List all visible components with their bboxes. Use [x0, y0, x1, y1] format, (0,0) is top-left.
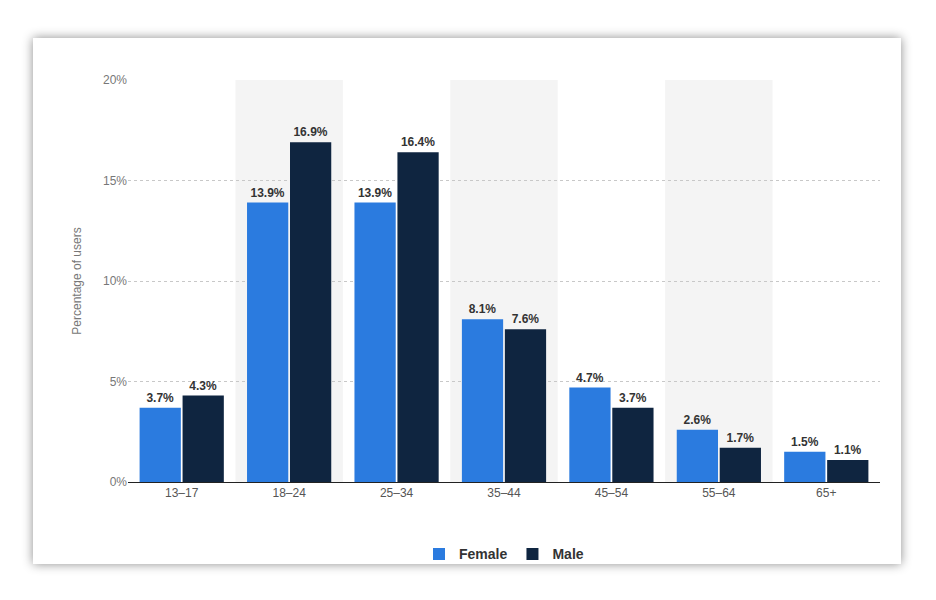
svg-text:1.1%: 1.1%: [834, 443, 862, 457]
svg-text:16.4%: 16.4%: [401, 135, 435, 149]
svg-text:5%: 5%: [110, 375, 128, 389]
svg-text:10%: 10%: [103, 274, 127, 288]
svg-text:3.7%: 3.7%: [146, 391, 174, 405]
svg-text:13–17: 13–17: [165, 486, 199, 500]
svg-text:Female: Female: [459, 546, 507, 562]
svg-text:0%: 0%: [110, 475, 128, 489]
svg-text:16.9%: 16.9%: [293, 125, 327, 139]
svg-text:Percentage of users: Percentage of users: [70, 227, 84, 334]
svg-text:2.6%: 2.6%: [684, 413, 712, 427]
svg-text:55–64: 55–64: [702, 486, 736, 500]
svg-text:4.3%: 4.3%: [189, 379, 217, 393]
svg-text:25–34: 25–34: [380, 486, 414, 500]
svg-text:3.7%: 3.7%: [619, 391, 647, 405]
svg-text:7.6%: 7.6%: [512, 312, 540, 326]
svg-text:1.5%: 1.5%: [791, 435, 819, 449]
svg-text:65+: 65+: [816, 486, 836, 500]
svg-text:20%: 20%: [103, 73, 127, 87]
svg-text:1.7%: 1.7%: [727, 431, 755, 445]
svg-text:Male: Male: [552, 546, 583, 562]
svg-text:4.7%: 4.7%: [576, 371, 604, 385]
svg-text:18–24: 18–24: [272, 486, 306, 500]
svg-text:15%: 15%: [103, 174, 127, 188]
svg-text:8.1%: 8.1%: [469, 302, 497, 316]
svg-text:45–54: 45–54: [595, 486, 629, 500]
svg-text:35–44: 35–44: [487, 486, 521, 500]
svg-text:13.9%: 13.9%: [358, 186, 392, 200]
svg-text:13.9%: 13.9%: [250, 186, 284, 200]
